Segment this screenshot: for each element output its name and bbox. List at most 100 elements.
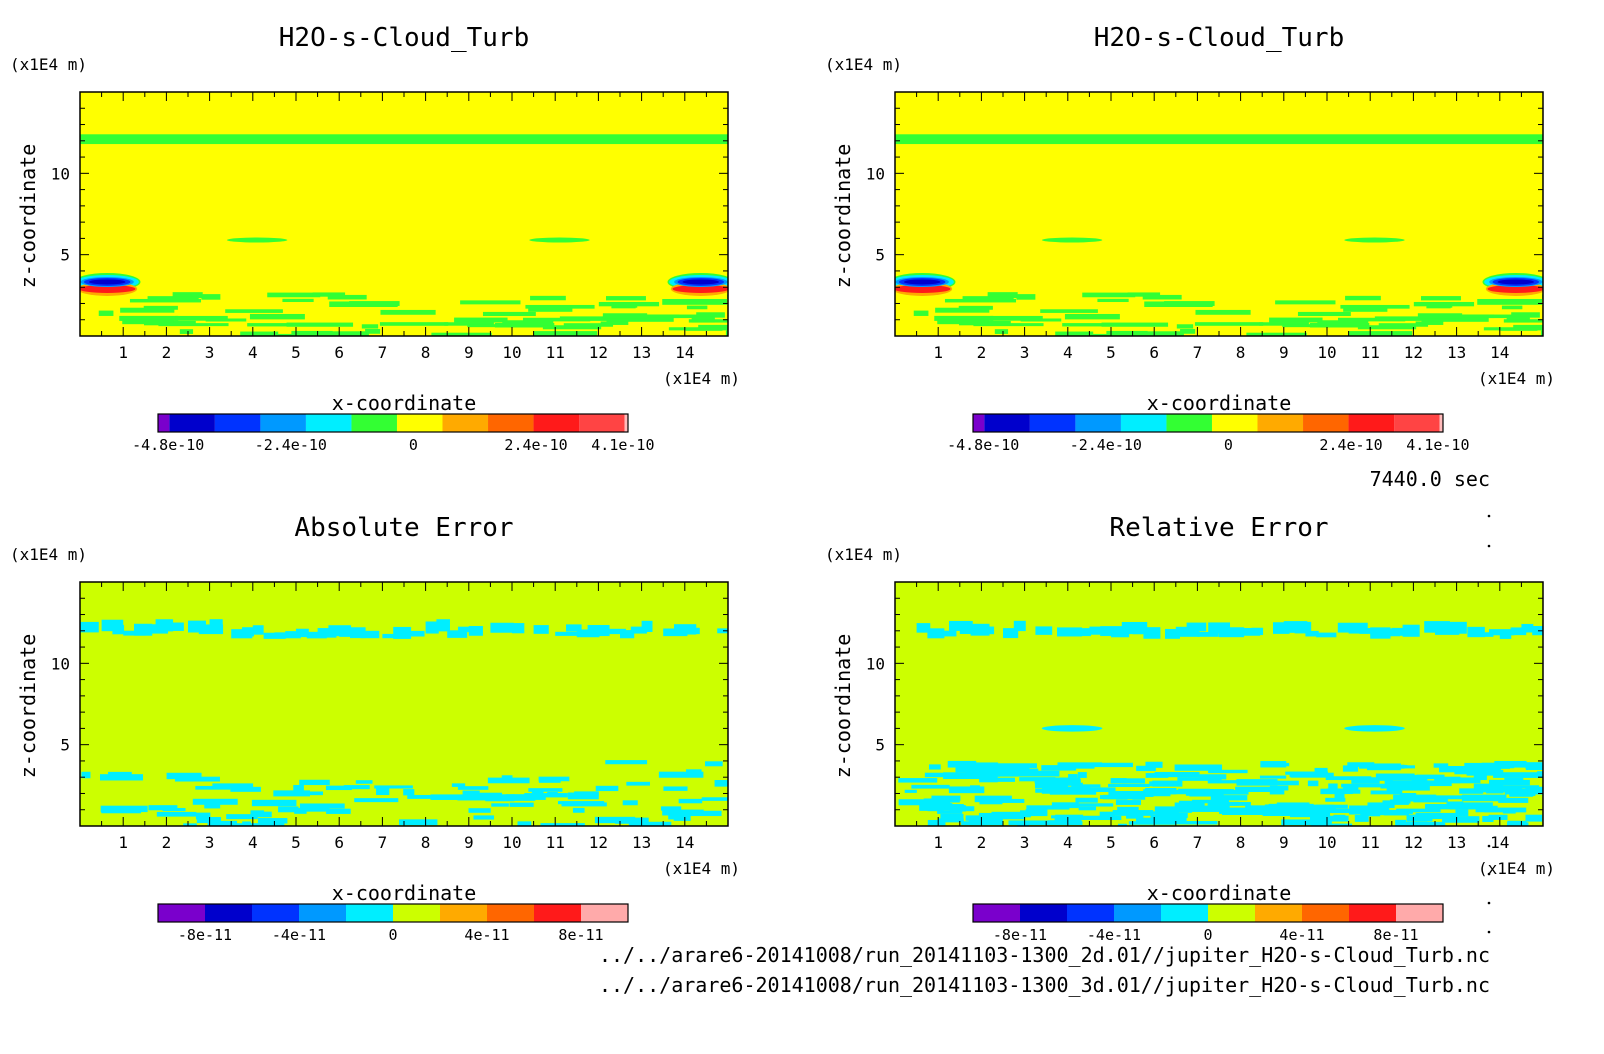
- contour-speck: [559, 316, 619, 321]
- y-tick-label: 5: [60, 736, 70, 755]
- contour-speck: [696, 312, 725, 318]
- eddy-contour: [682, 279, 720, 285]
- contour-speck: [192, 798, 238, 805]
- contour-speck: [1078, 787, 1116, 793]
- contour-speck: [1118, 823, 1128, 826]
- contour-speck: [1275, 300, 1336, 305]
- contour-speck: [965, 771, 999, 777]
- contour-speck: [1064, 313, 1120, 320]
- contour-speck: [376, 788, 390, 796]
- contour-speck: [678, 798, 703, 804]
- y-unit-label: (x1E4 m): [10, 55, 87, 74]
- contour-speck: [1525, 762, 1543, 769]
- contour-speck: [1055, 331, 1094, 336]
- contour-speck: [1259, 322, 1309, 326]
- contour-speck: [985, 777, 1015, 782]
- contour-speck: [1047, 820, 1059, 825]
- contour-speck: [660, 806, 682, 811]
- contour-speck: [1020, 318, 1062, 322]
- contour-speck: [1075, 797, 1098, 803]
- contour-speck: [1384, 780, 1423, 786]
- colorbar-swatch: [158, 414, 170, 432]
- contour-speck: [991, 811, 1031, 818]
- contour-patch: [382, 633, 398, 639]
- contour-speck: [1246, 332, 1307, 336]
- y-unit-label: (x1E4 m): [10, 545, 87, 564]
- contour-patch: [1337, 622, 1350, 633]
- x-unit-label: (x1E4 m): [663, 859, 740, 878]
- x-tick-label: 6: [1149, 833, 1159, 852]
- contour-speck: [1473, 775, 1487, 781]
- colorbar-frame: [972, 903, 1444, 923]
- contour-speck: [251, 799, 297, 807]
- contour-speck: [937, 818, 964, 823]
- contour-speck: [1383, 811, 1410, 816]
- contour-speck: [1438, 776, 1461, 784]
- contour-speck: [1185, 806, 1223, 812]
- contour-speck: [1040, 309, 1098, 313]
- colorbar-swatch: [442, 414, 489, 432]
- contour-speck: [595, 785, 619, 792]
- contour-speck: [1290, 772, 1334, 778]
- contour-speck: [1374, 316, 1434, 321]
- x-tick-label: 14: [1490, 833, 1509, 852]
- colorbar-label: 8e-11: [558, 926, 603, 944]
- x-tick-label: 9: [464, 343, 474, 362]
- x-axis-label: x-coordinate: [332, 881, 477, 905]
- colorbar-label: 0: [1203, 926, 1212, 944]
- contour-speck: [686, 305, 708, 310]
- colorbar-swatch: [984, 414, 1030, 432]
- x-tick-label: 13: [632, 833, 651, 852]
- contour-speck: [207, 822, 235, 826]
- chart-title: Relative Error: [1109, 513, 1328, 543]
- contour-speck: [225, 309, 283, 313]
- contour-speck: [944, 298, 1017, 303]
- contour-speck: [1016, 294, 1036, 300]
- contour-speck: [898, 799, 933, 806]
- contour-patch: [188, 620, 206, 633]
- contour-patch: [1305, 630, 1319, 637]
- contour-patch: [1143, 627, 1161, 639]
- contour-patch: [1057, 627, 1082, 637]
- contour-speck: [1421, 795, 1469, 800]
- colorbar-swatch: [1302, 904, 1349, 922]
- contour-patch: [242, 627, 255, 637]
- contour-speck: [538, 776, 570, 782]
- contour-speck: [1110, 778, 1127, 784]
- colorbar-swatch: [1029, 414, 1076, 432]
- contour-speck: [407, 794, 452, 799]
- contour-speck: [1426, 302, 1451, 309]
- eddy-contour: [80, 284, 136, 293]
- contour-speck: [98, 310, 114, 316]
- contour-speck: [937, 319, 989, 325]
- x-tick-label: 11: [1361, 833, 1380, 852]
- contour-patch: [1510, 627, 1527, 636]
- contour-speck: [662, 298, 728, 305]
- y-axis-label: z-coordinate: [831, 634, 855, 779]
- contour-speck: [1154, 772, 1200, 778]
- contour-speck: [119, 315, 179, 321]
- contour-speck: [1034, 782, 1068, 789]
- contour-speck: [1303, 820, 1332, 825]
- y-tick-label: 10: [51, 654, 70, 673]
- colorbar-swatch: [1161, 904, 1208, 922]
- colorbar-label: -8e-11: [993, 926, 1047, 944]
- contour-speck: [325, 785, 352, 791]
- x-tick-label: 11: [546, 343, 565, 362]
- contour-speck: [261, 333, 312, 336]
- contour-patch: [1251, 627, 1264, 636]
- contour-speck: [1128, 821, 1176, 825]
- contour-speck: [701, 797, 728, 801]
- x-tick-label: 1: [933, 343, 943, 362]
- colorbar-label: -2.4e-10: [1070, 436, 1142, 454]
- contour-patch: [252, 625, 264, 635]
- contour-speck: [628, 821, 672, 826]
- x-tick-label: 6: [1149, 343, 1159, 362]
- colorbar-swatch: [534, 904, 581, 922]
- contour-speck: [530, 295, 566, 301]
- contour-patch: [1402, 624, 1420, 637]
- colorbar-swatch: [1257, 414, 1304, 432]
- colorbar-swatch: [1020, 904, 1067, 922]
- contour-speck: [1459, 788, 1484, 794]
- contour-speck: [688, 319, 728, 323]
